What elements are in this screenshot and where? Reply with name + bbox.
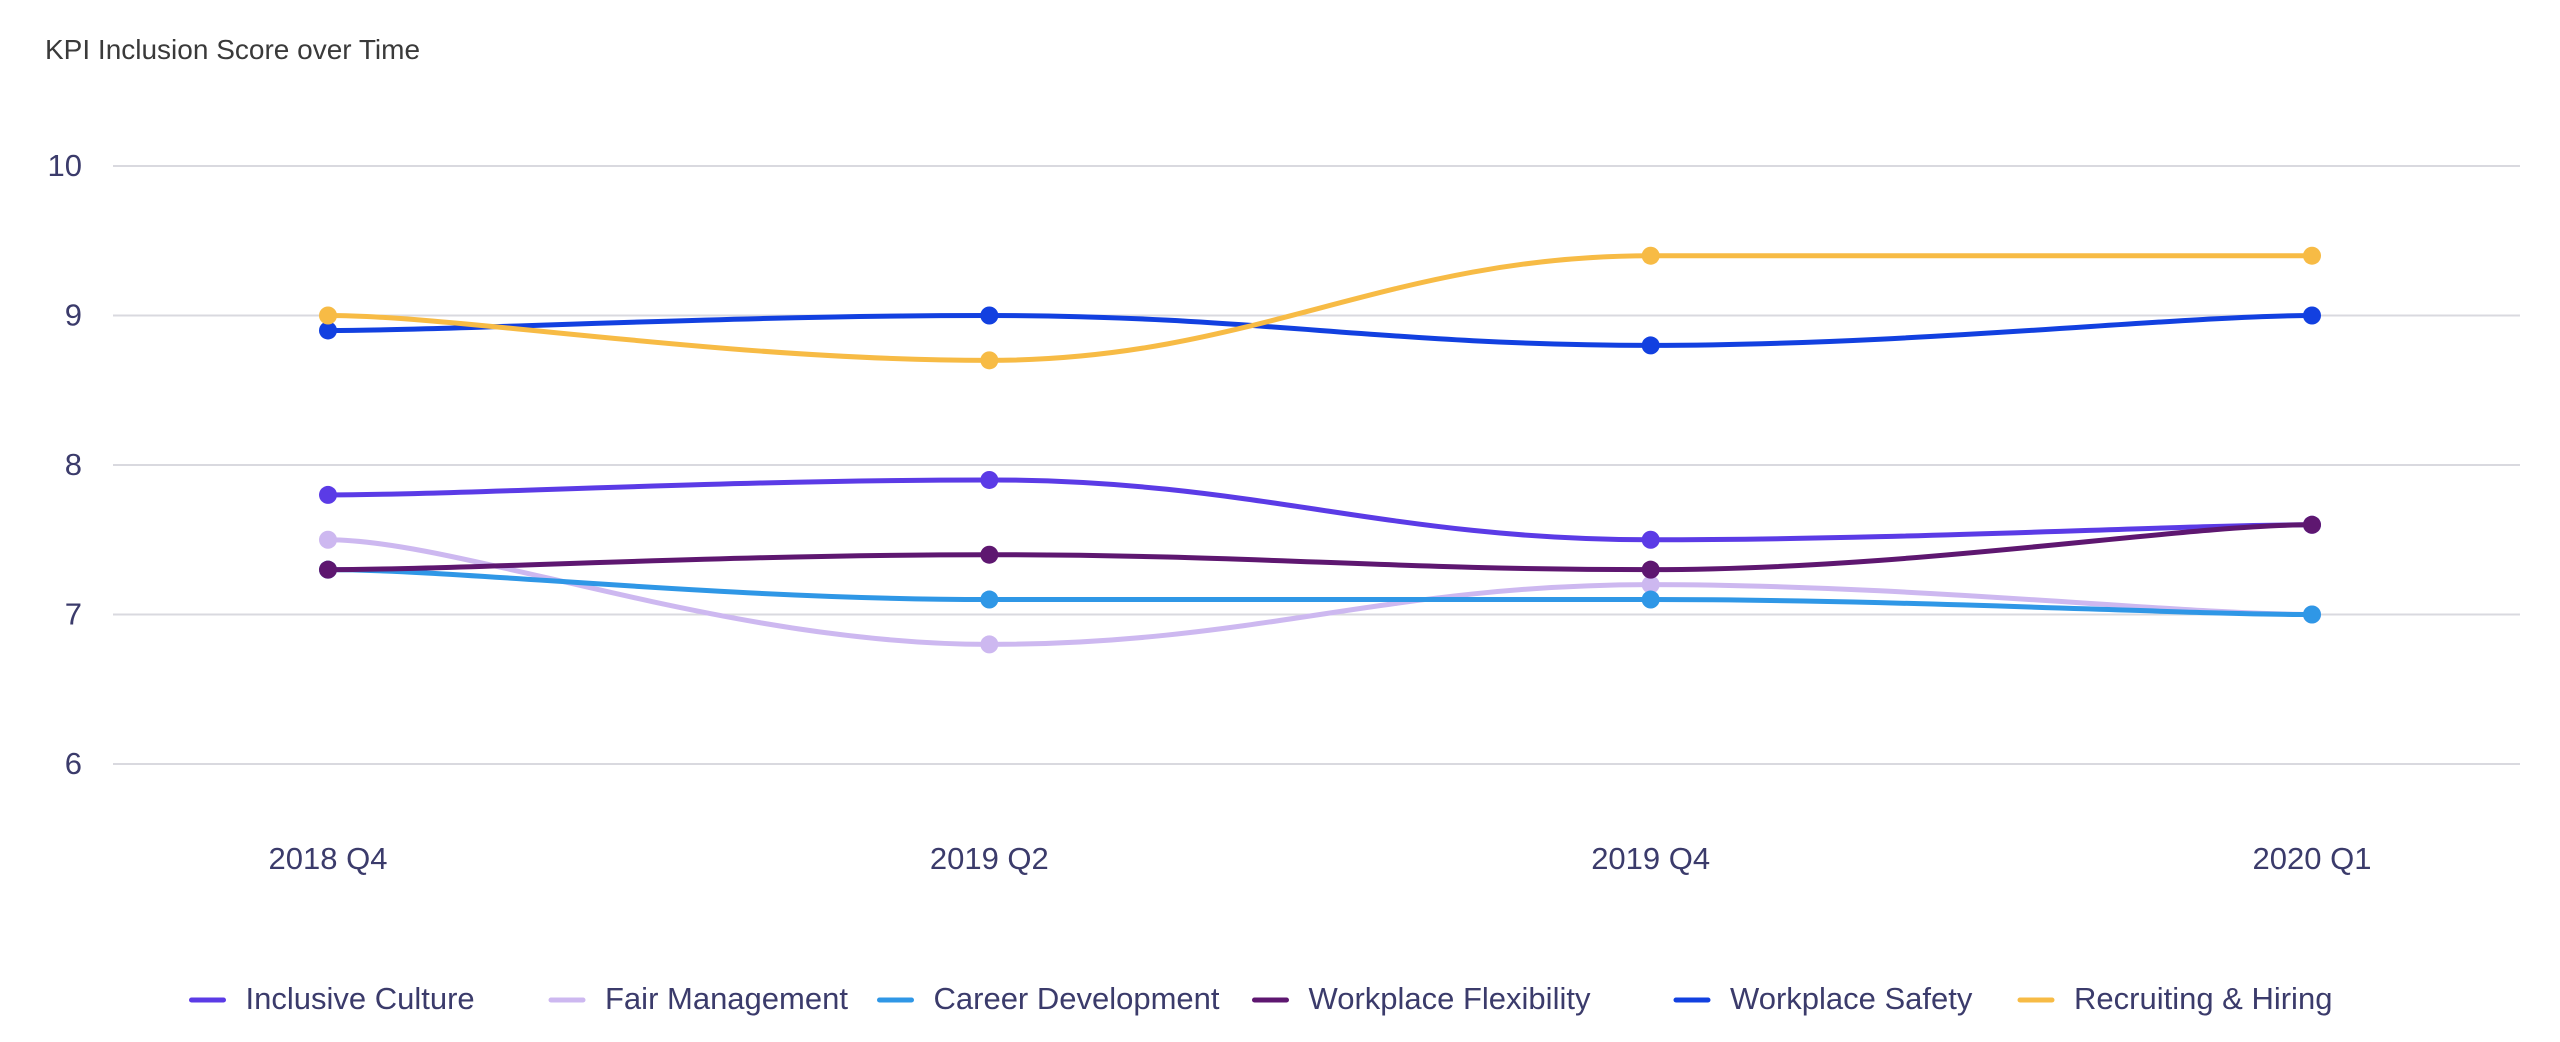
series-line <box>325 477 2315 543</box>
legend-item[interactable]: Recruiting & Hiring <box>2017 981 2332 1016</box>
x-tick-label: 2019 Q4 <box>1591 841 1710 876</box>
y-tick-label: 8 <box>65 447 82 482</box>
y-tick-label: 9 <box>65 298 82 333</box>
legend-item[interactable]: Career Development <box>877 981 1220 1016</box>
x-tick-label: 2018 Q4 <box>269 841 388 876</box>
series-workplace-safety <box>319 306 2321 355</box>
data-point[interactable] <box>319 485 337 504</box>
data-point[interactable] <box>2303 306 2321 325</box>
data-point[interactable] <box>319 321 337 340</box>
legend-label: Recruiting & Hiring <box>2074 981 2332 1016</box>
data-point[interactable] <box>2303 246 2321 265</box>
data-point[interactable] <box>1641 246 1660 265</box>
series-career-development <box>319 560 2321 624</box>
legend-label: Inclusive Culture <box>246 981 475 1016</box>
data-point[interactable] <box>980 635 999 654</box>
legend: Inclusive Culture Fair Management Career D… <box>189 981 2332 1016</box>
series-recruiting-hiring <box>319 246 2321 370</box>
data-point[interactable] <box>319 530 337 549</box>
legend-label: Workplace Flexibility <box>1309 981 1591 1016</box>
data-point[interactable] <box>319 560 337 579</box>
x-tick-label: 2019 Q2 <box>930 841 1049 876</box>
data-point[interactable] <box>1641 590 1660 609</box>
data-point[interactable] <box>980 470 999 489</box>
legend-label: Fair Management <box>605 981 848 1016</box>
legend-item[interactable]: Workplace Flexibility <box>1252 981 1591 1016</box>
data-point[interactable] <box>980 545 999 564</box>
series-line <box>325 537 2315 647</box>
data-point[interactable] <box>980 351 999 370</box>
x-tick-label: 2020 Q1 <box>2253 841 2372 876</box>
data-point[interactable] <box>1641 530 1660 549</box>
legend-label: Workplace Safety <box>1730 981 1973 1016</box>
data-point[interactable] <box>980 306 999 325</box>
legend-item[interactable]: Fair Management <box>548 981 848 1016</box>
y-axis: 6 7 8 9 10 <box>48 148 82 781</box>
series-line <box>325 522 2315 573</box>
series-inclusive-culture <box>319 470 2321 549</box>
chart-title: KPI Inclusion Score over Time <box>45 34 421 65</box>
data-point[interactable] <box>2303 605 2321 624</box>
series-line <box>325 313 2315 348</box>
data-point[interactable] <box>980 590 999 609</box>
legend-item[interactable]: Inclusive Culture <box>189 981 475 1016</box>
data-point[interactable] <box>1641 336 1660 355</box>
data-point[interactable] <box>2303 515 2321 534</box>
y-tick-label: 10 <box>48 148 82 183</box>
series-lines <box>319 246 2321 654</box>
y-tick-label: 6 <box>65 746 82 781</box>
series-line <box>325 253 2315 363</box>
y-tick-label: 7 <box>65 597 82 632</box>
x-axis: 2018 Q4 2019 Q2 2019 Q4 2020 Q1 <box>269 841 2372 876</box>
data-point[interactable] <box>1641 575 1660 594</box>
data-point[interactable] <box>1641 560 1660 579</box>
series-line <box>325 567 2315 617</box>
series-workplace-flexibility <box>319 515 2321 579</box>
legend-item[interactable]: Workplace Safety <box>1673 981 1973 1016</box>
data-point[interactable] <box>319 306 337 325</box>
legend-label: Career Development <box>934 981 1220 1016</box>
